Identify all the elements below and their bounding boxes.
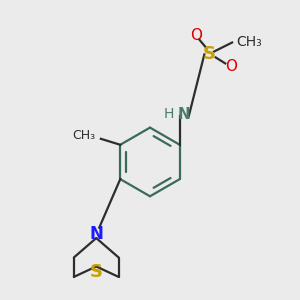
Text: O: O bbox=[190, 28, 202, 43]
Text: CH₃: CH₃ bbox=[72, 129, 95, 142]
Text: N: N bbox=[89, 225, 103, 243]
Text: S: S bbox=[90, 263, 103, 281]
Text: N: N bbox=[178, 107, 190, 122]
Text: O: O bbox=[225, 59, 237, 74]
Text: CH₃: CH₃ bbox=[237, 35, 262, 50]
Text: H: H bbox=[164, 107, 175, 121]
Text: S: S bbox=[203, 45, 216, 63]
